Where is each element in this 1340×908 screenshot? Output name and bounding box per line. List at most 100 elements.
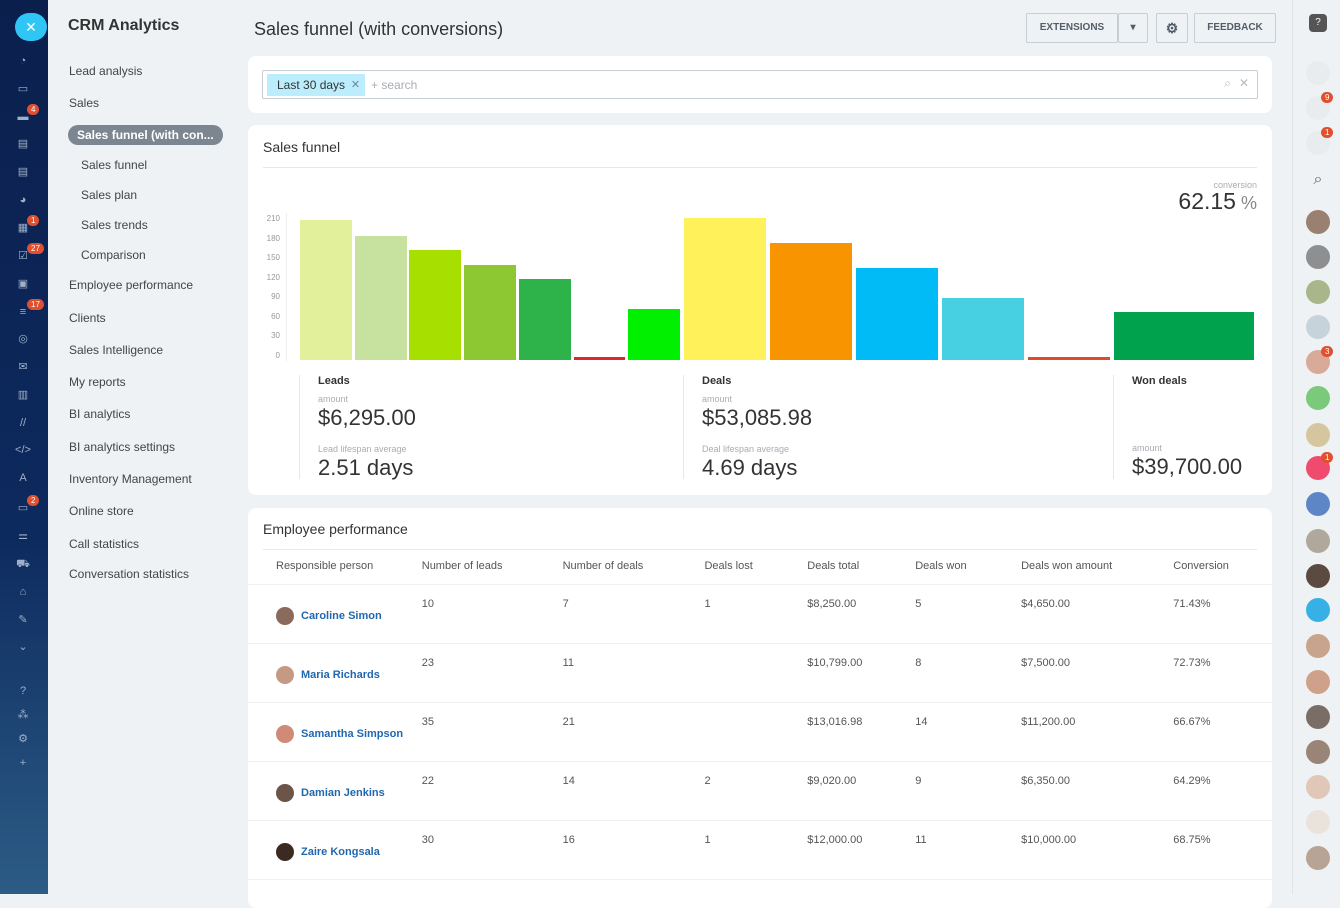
extensions-button[interactable]: EXTENSIONS (1026, 13, 1118, 43)
nav-icon-10[interactable]: ◎ (18, 333, 28, 345)
column-header[interactable]: Responsible person (248, 548, 422, 585)
contact-avatar[interactable] (1306, 386, 1330, 410)
person-link[interactable]: Zaire Kongsala (301, 845, 380, 858)
sidebar-item[interactable]: Comparison (81, 248, 146, 262)
contact-avatar[interactable] (1306, 61, 1330, 85)
contact-avatar[interactable] (1306, 775, 1330, 799)
search-input[interactable]: Last 30 days ✕ + search ⌕ ✕ (262, 70, 1258, 99)
person-link[interactable]: Maria Richards (301, 668, 380, 681)
funnel-bar-0[interactable] (300, 219, 352, 360)
nav-icon-3[interactable]: ▤ (17, 138, 29, 150)
nav-icon-18[interactable]: ⛟ (16, 558, 30, 570)
close-menu-button[interactable]: ✕ (15, 13, 47, 41)
nav-icon-13[interactable]: // (19, 417, 27, 429)
contact-avatar[interactable] (1306, 423, 1330, 447)
contact-avatar[interactable] (1306, 245, 1330, 269)
column-header[interactable]: Deals won (915, 548, 1022, 585)
person-link[interactable]: Caroline Simon (301, 609, 382, 622)
nav-icon-9[interactable]: ≡ (19, 306, 27, 318)
contact-avatar[interactable] (1306, 705, 1330, 729)
filter-tag[interactable]: Last 30 days ✕ (267, 74, 366, 96)
contact-avatar[interactable] (1306, 210, 1330, 234)
nav-icon-21[interactable]: ⌄ (18, 641, 28, 653)
contact-avatar[interactable] (1306, 846, 1330, 870)
column-header[interactable]: Deals lost (704, 548, 808, 585)
nav-icon-12[interactable]: ▥ (17, 389, 29, 401)
nav-icon-22[interactable]: ? (19, 685, 27, 697)
nav-icon-5[interactable]: ◕ (19, 194, 27, 206)
funnel-bar-9[interactable] (856, 268, 938, 360)
nav-icon-23[interactable]: ⁂ (17, 709, 29, 721)
person-link[interactable]: Damian Jenkins (301, 786, 385, 799)
column-header[interactable]: Number of leads (421, 548, 563, 585)
nav-icon-4[interactable]: ▤ (17, 166, 29, 178)
contact-avatar[interactable] (1306, 634, 1330, 658)
sidebar-item[interactable]: BI analytics (69, 407, 131, 421)
search-icon[interactable]: ⌕ (1306, 171, 1330, 195)
column-header[interactable]: Deals won amount (1021, 548, 1174, 585)
sidebar-item[interactable]: Employee performance (69, 278, 194, 292)
y-tick-label: 210 (266, 214, 280, 223)
search-icon[interactable]: ⌕ (1224, 76, 1231, 90)
sidebar-item[interactable]: Sales funnel (with con... (68, 125, 223, 145)
feedback-button[interactable]: FEEDBACK (1194, 13, 1276, 43)
help-icon[interactable]: ? (1309, 14, 1327, 32)
remove-tag-icon[interactable]: ✕ (350, 79, 361, 91)
sidebar-item[interactable]: Sales plan (81, 188, 138, 202)
column-header[interactable]: Deals total (807, 548, 916, 585)
contact-avatar[interactable] (1306, 280, 1330, 304)
funnel-bar-2[interactable] (409, 249, 461, 360)
sidebar-item[interactable]: Clients (69, 311, 106, 325)
nav-icon-20[interactable]: ✎ (18, 614, 28, 626)
sidebar-item[interactable]: Lead analysis (69, 64, 143, 78)
gear-icon[interactable]: ⚙ (1156, 13, 1188, 43)
contact-avatar[interactable] (1306, 564, 1330, 588)
sidebar-item[interactable]: Conversation statistics (69, 567, 190, 581)
contact-avatar[interactable] (1306, 670, 1330, 694)
nav-icon-8[interactable]: ▣ (17, 278, 29, 290)
nav-icon-2[interactable]: ▬ (17, 111, 29, 123)
sidebar-item[interactable]: Online store (69, 504, 134, 518)
contact-avatar[interactable] (1306, 598, 1330, 622)
funnel-bar-10[interactable] (942, 298, 1024, 360)
funnel-bar-11[interactable] (1028, 357, 1110, 360)
nav-icon-14[interactable]: </> (15, 444, 31, 456)
clear-icon[interactable]: ✕ (1238, 76, 1249, 90)
nav-icon-6[interactable]: ▦ (17, 222, 29, 234)
sidebar-item[interactable]: Call statistics (69, 537, 140, 551)
extensions-dropdown[interactable]: ▾ (1118, 13, 1148, 43)
nav-icon-7[interactable]: ☑ (18, 250, 28, 262)
contact-avatar[interactable] (1306, 315, 1330, 339)
nav-icon-15[interactable]: A (19, 472, 27, 484)
funnel-bar-1[interactable] (355, 236, 407, 360)
sidebar-item[interactable]: Sales funnel (81, 158, 148, 172)
nav-icon-11[interactable]: ✉ (18, 361, 28, 373)
nav-icon-19[interactable]: ⌂ (19, 586, 27, 598)
contact-avatar[interactable] (1306, 810, 1330, 834)
funnel-bar-12[interactable] (1114, 311, 1254, 360)
nav-icon-24[interactable]: ⚙ (18, 733, 28, 745)
sidebar-item[interactable]: BI analytics settings (69, 440, 176, 454)
nav-icon-0[interactable]: ◔ (19, 55, 27, 67)
contact-avatar[interactable] (1306, 492, 1330, 516)
nav-icon-1[interactable]: ▭ (17, 83, 29, 95)
column-header[interactable]: Number of deals (562, 548, 705, 585)
funnel-bar-6[interactable] (628, 309, 680, 360)
funnel-bar-5[interactable] (574, 357, 625, 360)
person-link[interactable]: Samantha Simpson (301, 727, 404, 740)
sidebar-item[interactable]: Sales Intelligence (69, 343, 164, 357)
sidebar-item[interactable]: Sales trends (81, 218, 148, 232)
funnel-bar-4[interactable] (519, 279, 571, 360)
contact-avatar[interactable] (1306, 529, 1330, 553)
sidebar-item[interactable]: My reports (69, 375, 126, 389)
funnel-bar-8[interactable] (770, 243, 852, 360)
sidebar-item[interactable]: Sales (69, 96, 100, 110)
nav-icon-25[interactable]: + (19, 757, 27, 769)
nav-icon-17[interactable]: ⚌ (18, 530, 28, 542)
funnel-bar-7[interactable] (684, 217, 766, 360)
sidebar-item[interactable]: Inventory Management (69, 472, 192, 486)
contact-avatar[interactable] (1306, 740, 1330, 764)
column-header[interactable]: Conversion (1173, 548, 1272, 585)
funnel-bar-3[interactable] (464, 264, 516, 360)
nav-icon-16[interactable]: ▭ (17, 502, 29, 514)
